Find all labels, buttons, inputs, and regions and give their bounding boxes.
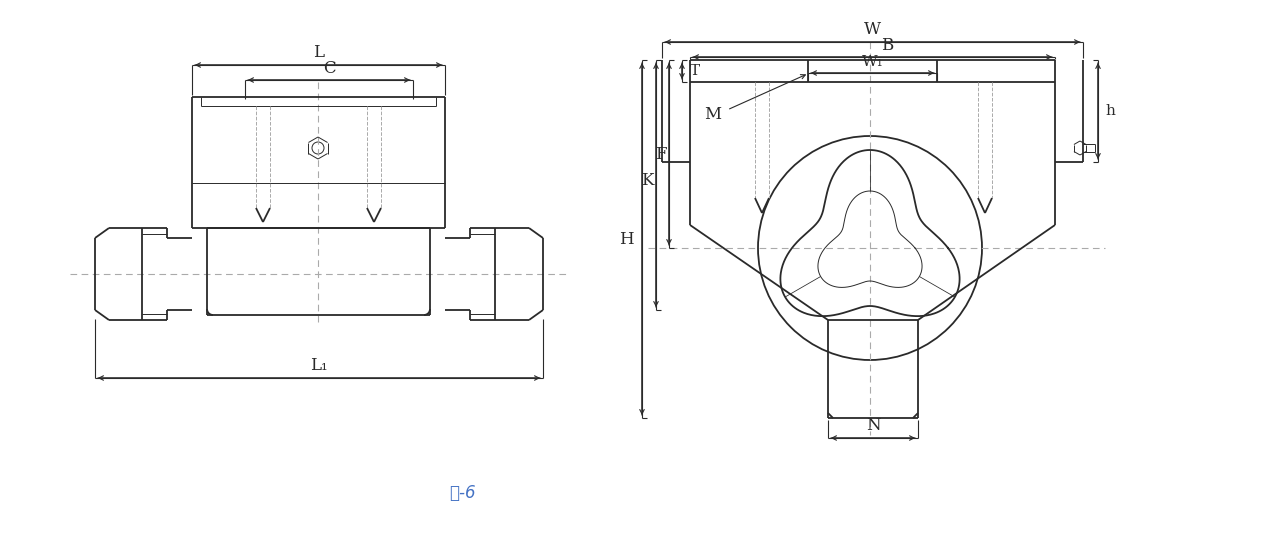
Text: K: K (642, 171, 654, 189)
Text: H: H (619, 231, 634, 248)
Text: N: N (866, 417, 880, 433)
Text: M: M (705, 105, 721, 123)
Text: L: L (313, 44, 325, 60)
Text: 图-6: 图-6 (449, 484, 476, 502)
Text: W₁: W₁ (862, 55, 884, 69)
Text: C: C (322, 59, 335, 77)
Text: T: T (690, 64, 700, 78)
Text: h: h (1106, 104, 1115, 118)
Text: L₁: L₁ (311, 357, 328, 374)
Text: B: B (881, 36, 894, 54)
Text: W: W (864, 21, 881, 38)
Text: F: F (656, 146, 667, 162)
